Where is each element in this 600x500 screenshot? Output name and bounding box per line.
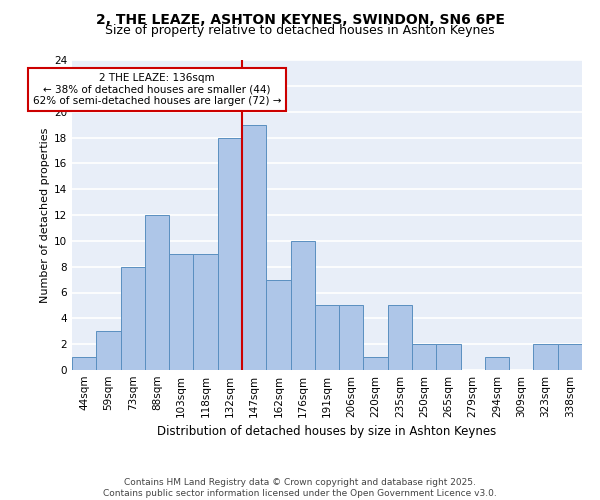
Bar [485,357,509,370]
Text: Contains HM Land Registry data © Crown copyright and database right 2025.
Contai: Contains HM Land Registry data © Crown c… [103,478,497,498]
Text: 2, THE LEAZE, ASHTON KEYNES, SWINDON, SN6 6PE: 2, THE LEAZE, ASHTON KEYNES, SWINDON, SN… [95,12,505,26]
Bar [193,254,218,370]
Bar [339,306,364,370]
Text: 2 THE LEAZE: 136sqm
← 38% of detached houses are smaller (44)
62% of semi-detach: 2 THE LEAZE: 136sqm ← 38% of detached ho… [33,73,281,106]
Bar [72,357,96,370]
Bar [96,331,121,370]
Y-axis label: Number of detached properties: Number of detached properties [40,128,50,302]
Text: Size of property relative to detached houses in Ashton Keynes: Size of property relative to detached ho… [105,24,495,37]
Bar [388,306,412,370]
Bar [315,306,339,370]
X-axis label: Distribution of detached houses by size in Ashton Keynes: Distribution of detached houses by size … [157,426,497,438]
Bar [558,344,582,370]
Bar [218,138,242,370]
Bar [266,280,290,370]
Bar [242,124,266,370]
Bar [145,215,169,370]
Bar [436,344,461,370]
Bar [169,254,193,370]
Bar [412,344,436,370]
Bar [121,266,145,370]
Bar [533,344,558,370]
Bar [364,357,388,370]
Bar [290,241,315,370]
